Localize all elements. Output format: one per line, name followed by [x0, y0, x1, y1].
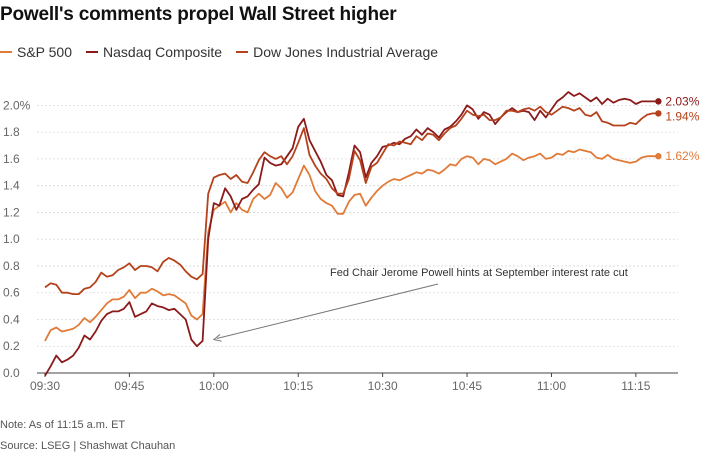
- legend-item-nasdaq: Nasdaq Composite: [86, 44, 222, 60]
- series-end-label-2: 1.94%: [665, 109, 699, 123]
- x-tick-label: 10:00: [199, 379, 229, 393]
- series-end-label-1: 2.03%: [665, 94, 699, 108]
- chart-legend: S&P 500 Nasdaq Composite Dow Jones Indus…: [0, 44, 438, 60]
- x-tick-label: 10:15: [283, 379, 313, 393]
- series-end-label-0: 1.62%: [665, 149, 699, 163]
- y-tick-label: 0.6: [3, 286, 20, 300]
- series-line-1: [44, 91, 659, 377]
- legend-swatch-sp500: [0, 51, 12, 53]
- x-tick-label: 09:30: [30, 379, 60, 393]
- series-line-0: [44, 148, 659, 342]
- y-tick-label: 1.6: [3, 152, 20, 166]
- x-tick-label: 11:15: [621, 379, 650, 393]
- y-tick-label: 0.0: [3, 366, 20, 380]
- annotation-arrow-line: [216, 283, 439, 340]
- legend-item-sp500: S&P 500: [0, 44, 72, 60]
- y-tick-label: 2.0%: [3, 98, 31, 112]
- x-tick-label: 11:00: [537, 379, 566, 393]
- y-tick-label: 1.2: [3, 205, 20, 219]
- annotation-arrow-head: [212, 334, 222, 342]
- legend-item-dow: Dow Jones Industrial Average: [236, 44, 438, 60]
- x-tick-label: 10:30: [368, 379, 398, 393]
- series-end-dot-0: [655, 153, 662, 160]
- y-tick-label: 1.0: [3, 232, 20, 246]
- legend-label-nasdaq: Nasdaq Composite: [103, 44, 223, 60]
- footnote-source: Source: LSEG | Shashwat Chauhan: [0, 440, 176, 452]
- legend-swatch-dow: [236, 51, 249, 53]
- annotation-text: Fed Chair Jerome Powell hints at Septemb…: [330, 267, 628, 279]
- chart-title: Powell's comments propel Wall Street hig…: [0, 4, 397, 25]
- y-tick-label: 1.4: [3, 179, 20, 193]
- footnote-note: Note: As of 11:15 a.m. ET: [0, 419, 126, 431]
- y-tick-label: 1.8: [3, 125, 20, 139]
- legend-label-sp500: S&P 500: [17, 44, 73, 60]
- legend-label-dow: Dow Jones Industrial Average: [253, 44, 439, 60]
- y-tick-label: 0.8: [3, 259, 20, 273]
- legend-swatch-nasdaq: [86, 51, 99, 53]
- y-tick-label: 0.4: [3, 312, 20, 326]
- series-line-2: [44, 105, 659, 295]
- x-tick-label: 10:45: [452, 379, 482, 393]
- series-end-dot-2: [655, 110, 662, 117]
- x-tick-label: 09:45: [114, 379, 144, 393]
- y-tick-label: 0.2: [3, 339, 20, 353]
- series-end-dot-1: [655, 98, 662, 105]
